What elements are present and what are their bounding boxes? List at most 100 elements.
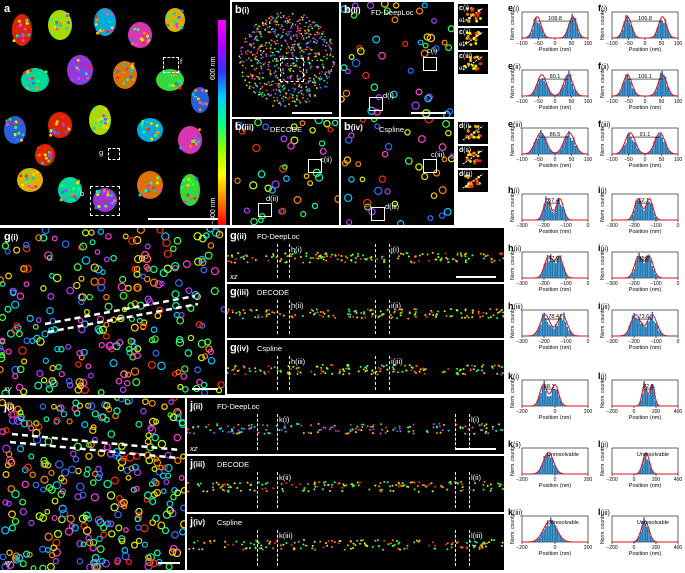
npc-ring [0, 345, 4, 351]
localization [273, 30, 276, 33]
npc-ring [153, 549, 161, 557]
localization [244, 79, 247, 82]
npc-ring [23, 241, 30, 249]
npc-ring [96, 470, 104, 478]
hist-tick: −200 [516, 409, 527, 415]
hist-bar [620, 89, 622, 96]
npc-ring [194, 366, 202, 374]
localization [274, 21, 277, 24]
localization [308, 35, 310, 38]
hist-tick: −200 [606, 477, 617, 483]
hist-bar [578, 150, 580, 154]
npc-ring [170, 493, 177, 501]
npc-ring [443, 207, 452, 216]
hist-bar [561, 144, 564, 154]
hist-tick: 100 [584, 99, 593, 105]
npc-ring [133, 485, 140, 492]
npc-ring [145, 557, 154, 567]
hist-tick: 0 [677, 339, 680, 345]
npc-ring [81, 421, 89, 429]
hist-tick: −300 [516, 223, 527, 229]
npc-ring [171, 261, 180, 271]
localization [298, 32, 301, 35]
localization [314, 94, 316, 97]
localization [288, 18, 291, 21]
localization [244, 67, 247, 69]
hist-bar [559, 89, 562, 96]
localization [302, 16, 305, 19]
hist-bar [563, 84, 565, 96]
npc-ring [89, 426, 97, 435]
hist-bar [550, 208, 552, 220]
localization [274, 88, 277, 91]
npc-ring [139, 322, 147, 330]
npc-ring [9, 287, 17, 296]
npc-ring [173, 236, 182, 245]
localization [263, 94, 266, 96]
npc-ring [380, 2, 389, 8]
hist-bar [649, 202, 652, 220]
npc-ring [282, 164, 288, 170]
npc-ring [103, 479, 112, 489]
localization [313, 33, 316, 36]
hist-bar [533, 18, 536, 38]
hist-bar [538, 470, 540, 474]
npc-ring [110, 254, 117, 262]
npc-ring [64, 527, 74, 536]
hist-xlabel: Position (nm) [629, 47, 662, 53]
localization [314, 84, 316, 87]
localization [281, 59, 284, 61]
localization [282, 28, 285, 31]
hist-tick: −100 [650, 223, 661, 229]
npc-ring [76, 540, 84, 548]
npc-ring [50, 544, 58, 552]
hist-bar [569, 21, 572, 38]
localization [282, 84, 285, 87]
profile-marker [257, 414, 258, 450]
hist-bar [641, 393, 644, 406]
npc-ring [7, 485, 16, 493]
npc-ring [177, 383, 184, 390]
localization [322, 43, 324, 46]
npc-ring [163, 249, 172, 259]
localization [290, 46, 293, 49]
hist-bar [636, 538, 639, 542]
npc-ring [22, 244, 31, 253]
hist-bar [545, 83, 547, 96]
hist-bar [545, 390, 547, 406]
hist-tick: 50 [569, 99, 575, 105]
npc-ring [384, 142, 393, 151]
hist-tick: −100 [560, 339, 571, 345]
localization [243, 40, 246, 43]
hist-annotation: 86.5 [550, 132, 561, 138]
hist-bar [643, 381, 645, 406]
npc-ring [370, 83, 379, 92]
npc-ring [243, 207, 250, 214]
npc-ring [132, 236, 142, 245]
localization [305, 82, 307, 85]
npc-ring [362, 71, 370, 80]
localization [303, 78, 306, 81]
npc-ring [91, 470, 99, 478]
npc-ring [152, 349, 160, 357]
hist-bar [638, 198, 640, 220]
hist-bar [663, 74, 665, 96]
localization [298, 66, 301, 69]
npc-ring [44, 437, 53, 446]
npc-ring [19, 560, 27, 568]
hist-tick: 0 [633, 545, 636, 551]
npc-ring [8, 524, 17, 532]
localization [292, 62, 294, 65]
localization [282, 89, 285, 91]
hist-bar [551, 327, 554, 336]
hist-label: k(ii) [508, 439, 521, 449]
npc-ring [438, 143, 447, 152]
npc-ring [91, 558, 100, 567]
npc-ring [11, 517, 20, 526]
hist-bar [578, 94, 580, 96]
npc-ring [83, 309, 90, 315]
hist-bar [621, 83, 624, 96]
localization [298, 45, 301, 48]
hist-bar [553, 328, 555, 336]
hist-bar [576, 146, 578, 154]
